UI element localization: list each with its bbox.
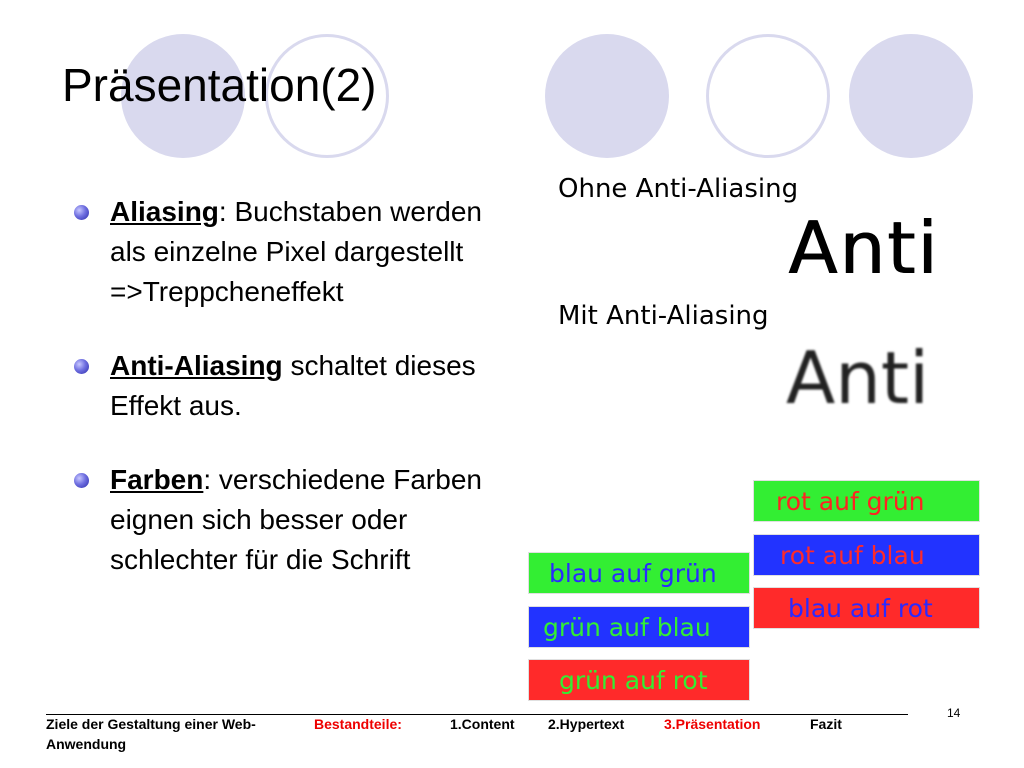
footer-course-title: Ziele der Gestaltung einer Web-Anwendung: [46, 716, 256, 752]
bullet-text: : Buchstaben werden als einzelne Pixel d…: [110, 196, 482, 307]
bullet-dot-icon: [74, 359, 89, 374]
bullet-anti-aliasing: Anti-Aliasing schaltet dieses Effekt aus…: [74, 346, 514, 426]
bullet-aliasing: Aliasing: Buchstaben werden als einzelne…: [74, 192, 514, 312]
bullet-term: Aliasing: [110, 196, 219, 227]
decor-circle-5: [849, 34, 973, 158]
color-box-blau-auf-gruen: blau auf grün: [528, 552, 750, 594]
color-box-blau-auf-rot: blau auf rot: [753, 587, 980, 629]
color-box-rot-auf-gruen: rot auf grün: [753, 480, 980, 522]
footer-nav-fazit[interactable]: Fazit: [810, 716, 842, 732]
caption-without-antialiasing: Ohne Anti-Aliasing: [558, 174, 799, 204]
bullet-list: Aliasing: Buchstaben werden als einzelne…: [74, 192, 514, 580]
color-box-gruen-auf-blau: grün auf blau: [528, 606, 750, 648]
footer-nav-content[interactable]: 1.Content: [450, 716, 515, 732]
footer-nav-praesentation[interactable]: 3.Präsentation: [664, 716, 761, 732]
footer-divider: [46, 714, 908, 715]
sample-without-antialiasing: Anti: [788, 206, 940, 290]
caption-with-antialiasing: Mit Anti-Aliasing: [558, 301, 769, 331]
color-box-gruen-auf-rot: grün auf rot: [528, 659, 750, 701]
decor-circle-3: [545, 34, 669, 158]
bullet-text: : verschiedene Farben eignen sich besser…: [110, 464, 482, 575]
bullet-farben: Farben: verschiedene Farben eignen sich …: [74, 460, 514, 580]
decor-circle-1: [121, 34, 245, 158]
footer-nav-hypertext[interactable]: 2.Hypertext: [548, 716, 625, 732]
sample-with-antialiasing: Anti: [786, 336, 930, 420]
page-number: 14: [947, 706, 961, 720]
bullet-dot-icon: [74, 473, 89, 488]
bullet-term: Farben: [110, 464, 204, 495]
decor-circle-2: [265, 34, 389, 158]
footer-nav-bestandteile[interactable]: Bestandteile:: [314, 716, 402, 732]
bullet-dot-icon: [74, 205, 89, 220]
color-box-rot-auf-blau: rot auf blau: [753, 534, 980, 576]
bullet-text: schaltet dieses Effekt aus.: [110, 350, 476, 421]
bullet-term: Anti-Aliasing: [110, 350, 283, 381]
slide-title: Präsentation(2): [62, 59, 377, 111]
decor-circle-4: [706, 34, 830, 158]
